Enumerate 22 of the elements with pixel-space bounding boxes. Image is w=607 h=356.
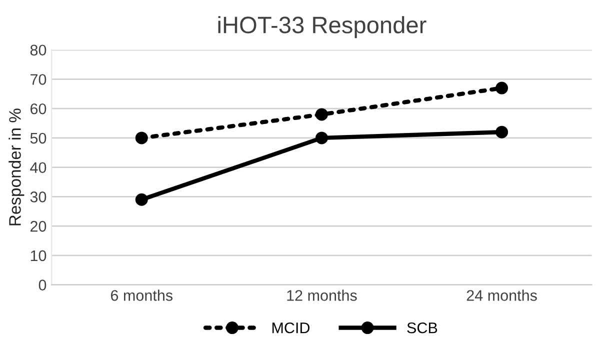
point xyxy=(135,132,148,144)
y-tick-label: 0 xyxy=(38,280,46,290)
x-tick-label: 24 months xyxy=(466,290,537,301)
chart-title: iHOT-33 Responder xyxy=(218,16,426,38)
point xyxy=(135,193,148,206)
x-tick-label: 6 months xyxy=(110,290,173,301)
y-tick-label: 70 xyxy=(30,74,46,85)
point xyxy=(496,82,508,94)
y-tick-label: 30 xyxy=(30,192,46,202)
y-axis-title: Responder in % xyxy=(8,108,24,226)
x-tick-label: 12 months xyxy=(287,290,357,301)
point xyxy=(315,108,328,121)
legend-label: MCID xyxy=(272,322,310,334)
y-tick-label: 60 xyxy=(30,103,46,114)
y-tick-label: 50 xyxy=(30,132,46,144)
point xyxy=(315,132,328,144)
y-tick-label: 10 xyxy=(30,250,46,262)
y-tick-label: 40 xyxy=(30,162,46,174)
y-tick-label: 80 xyxy=(30,44,46,56)
legend-label: SCB xyxy=(407,322,438,334)
point xyxy=(496,126,508,138)
y-tick-label: 20 xyxy=(30,220,46,232)
